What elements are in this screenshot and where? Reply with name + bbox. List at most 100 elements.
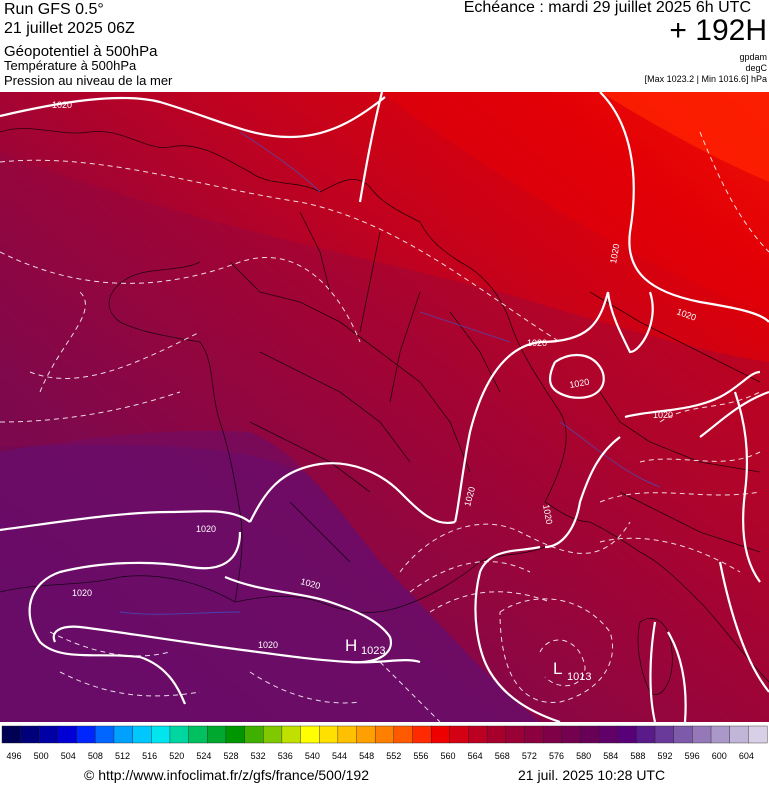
isobar-label: 1020 <box>653 410 673 420</box>
color-scale: 496 500 504 508 512 516 520 524 528 532 536 540 544 5… <box>0 724 769 764</box>
scale-swatch <box>729 725 749 744</box>
unit-degc: degC <box>745 63 767 73</box>
scale-swatch <box>39 725 59 744</box>
lead-time: + 192H <box>669 14 767 47</box>
scale-swatch <box>598 725 619 744</box>
high-pressure-letter: H <box>345 636 357 655</box>
scale-label: 536 <box>278 751 293 761</box>
scale-swatch <box>748 725 768 744</box>
scale-swatch <box>374 725 395 744</box>
scale-label: 528 <box>224 751 239 761</box>
scale-swatch <box>151 725 171 744</box>
scale-swatch <box>468 725 488 744</box>
scale-label: 604 <box>739 751 754 761</box>
scale-swatch <box>524 725 544 744</box>
scale-swatch <box>617 725 637 744</box>
max-min-pressure: [Max 1023.2 | Min 1016.6] hPa <box>644 74 767 84</box>
scale-label: 508 <box>88 751 103 761</box>
scale-label: 568 <box>495 751 510 761</box>
scale-label: 596 <box>685 751 700 761</box>
scale-label: 524 <box>196 751 211 761</box>
scale-label: 572 <box>522 751 537 761</box>
scale-label: 500 <box>34 751 49 761</box>
scale-label: 600 <box>712 751 727 761</box>
scale-swatch <box>486 725 507 744</box>
scale-swatch <box>244 725 264 744</box>
header: Run GFS 0.5° 21 juillet 2025 06Z Géopote… <box>0 0 769 92</box>
scale-swatch <box>76 725 96 744</box>
isobar-label: 1020 <box>196 524 216 534</box>
param-temperature: Température à 500hPa <box>4 58 137 73</box>
scale-label: 580 <box>576 751 591 761</box>
scale-label: 584 <box>603 751 618 761</box>
scale-swatch <box>113 725 134 744</box>
run-title: Run GFS 0.5° <box>4 1 104 18</box>
scale-label: 496 <box>6 751 21 761</box>
scale-swatch <box>673 725 693 744</box>
generated-timestamp: 21 juil. 2025 10:28 UTC <box>518 767 666 783</box>
geopotential-band-588 <box>0 152 769 722</box>
scale-swatch <box>393 725 413 744</box>
temperature-isotherms <box>0 131 769 722</box>
isobar-label: 1020 <box>541 504 554 525</box>
unit-gpdam: gpdam <box>739 52 767 62</box>
footer: © http://www.infoclimat.fr/z/gfs/france/… <box>0 764 769 786</box>
scale-swatch <box>188 725 208 744</box>
scale-label: 520 <box>169 751 184 761</box>
echeance: Echéance : mardi 29 juillet 2025 6h UTC <box>463 0 751 16</box>
param-geopotential: Géopotentiel à 500hPa <box>4 43 158 60</box>
rivers <box>119 131 661 615</box>
scale-swatch <box>412 725 432 744</box>
isobar-label: 1020 <box>608 243 621 264</box>
scale-label: 532 <box>251 751 266 761</box>
scale-label: 564 <box>468 751 483 761</box>
scale-label: 544 <box>332 751 347 761</box>
scale-label: 556 <box>413 751 428 761</box>
scale-swatch <box>356 725 376 744</box>
scale-swatch <box>636 725 656 744</box>
isobar-label: 1020 <box>569 377 590 390</box>
scale-swatch <box>692 725 712 744</box>
scale-swatch <box>319 725 339 744</box>
param-pressure: Pression au niveau de la mer <box>4 73 173 88</box>
scale-swatch <box>1 725 22 744</box>
isobar-label: 1020 <box>258 640 278 650</box>
scale-label: 592 <box>658 751 673 761</box>
scale-swatch <box>300 725 320 744</box>
scale-swatch <box>132 725 152 744</box>
scale-label: 512 <box>115 751 130 761</box>
map-canvas: 1020 1020 1020 1020 1020 1020 1020 1020 … <box>0 92 769 722</box>
low-pressure-letter: L <box>553 659 562 678</box>
scale-label: 560 <box>441 751 456 761</box>
low-pressure-value: 1013 <box>567 671 591 683</box>
scale-swatch <box>169 725 190 744</box>
run-date: 21 juillet 2025 06Z <box>4 20 135 37</box>
scale-swatch <box>561 725 581 744</box>
weather-map: 1020 1020 1020 1020 1020 1020 1020 1020 … <box>0 92 769 722</box>
scale-label: 548 <box>359 751 374 761</box>
scale-swatch <box>57 725 78 744</box>
geopotential-band-592 <box>0 430 540 722</box>
scale-swatch <box>542 725 563 744</box>
scale-label: 588 <box>630 751 645 761</box>
scale-swatch <box>430 725 451 744</box>
scale-swatch <box>654 725 675 744</box>
scale-swatch <box>580 725 600 744</box>
source-url[interactable]: © http://www.infoclimat.fr/z/gfs/france/… <box>84 767 369 783</box>
color-scale-svg: 496 500 504 508 512 516 520 524 528 532 536 540 544 5… <box>1 725 768 761</box>
geopotential-band-576 <box>600 92 769 182</box>
geopotential-band-580 <box>380 92 769 312</box>
pressure-centres: H 1023 L 1013 <box>345 636 591 683</box>
scale-swatch <box>95 725 115 744</box>
scale-swatch <box>263 725 283 744</box>
scale-swatch <box>337 725 358 744</box>
scale-label: 576 <box>549 751 564 761</box>
scale-swatch <box>225 725 246 744</box>
scale-label: 504 <box>61 751 76 761</box>
scale-label: 540 <box>305 751 320 761</box>
isobar-label: 1020 <box>52 100 72 110</box>
scale-swatch <box>207 725 227 744</box>
scale-swatch <box>281 725 302 744</box>
scale-swatch <box>505 725 525 744</box>
scale-label: 516 <box>142 751 157 761</box>
